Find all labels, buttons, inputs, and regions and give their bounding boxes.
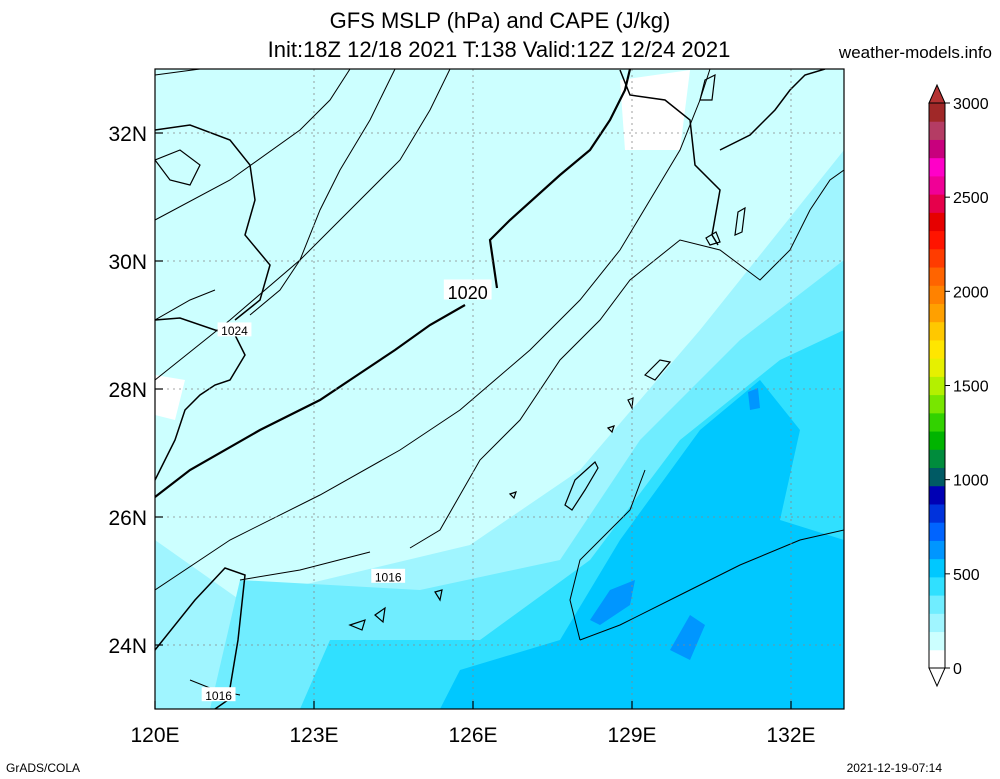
coastline-china-north [155, 124, 271, 321]
colorbar-label: 2500 [953, 190, 989, 207]
colorbar-max-arrow [928, 83, 946, 104]
isobar-1020 [488, 69, 632, 289]
axis-ticks: 120E 123E 126E 129E 132E 24N 26N 28N 30N 32N [108, 123, 815, 747]
isobar-label-bg [443, 279, 492, 300]
colorbar-segment [929, 103, 945, 122]
cape-field-500 [670, 615, 705, 660]
colorbar-segment [929, 139, 945, 159]
chart-subtitle: Init:18Z 12/18 2021 T:138 Valid:12Z 12/2… [267, 37, 731, 62]
colorbar-segment [929, 157, 945, 177]
chart-title: GFS MSLP (hPa) and CAPE (J/kg) [329, 8, 671, 33]
coastline-amami [643, 359, 672, 381]
colorbar-segment [929, 121, 945, 140]
cape-field-400 [440, 380, 844, 709]
coastline-sakishima [348, 589, 443, 631]
coastline-okinawa [564, 461, 599, 511]
colorbar-segment [929, 175, 945, 195]
colorbar-segment [929, 649, 945, 669]
colorbar-segment [929, 212, 945, 232]
colorbar-segment [929, 576, 945, 596]
colorbar-segment [929, 376, 945, 396]
isobar-1026 [155, 69, 201, 76]
lon-tick-label: 129E [607, 724, 656, 747]
isobar-label: 1024 [221, 324, 248, 338]
map-area: 1020 1024 1016 1016 [155, 69, 844, 709]
cape-field-500 [590, 580, 635, 625]
isobar-labels: 1020 1024 1016 1016 [201, 279, 492, 703]
isobar-1018 [155, 69, 711, 591]
isobar-label-bg [371, 568, 406, 583]
colorbar-segment [929, 303, 945, 323]
isobar-label: 1016 [205, 689, 232, 703]
isobar-1016 [239, 551, 371, 581]
colorbar-segment [929, 194, 945, 213]
colorbar-segment [929, 631, 945, 651]
colorbar-segment [929, 485, 945, 505]
colorbar-segment [929, 230, 945, 250]
lat-tick-label: 26N [108, 507, 147, 530]
lat-tick-label: 30N [108, 251, 147, 274]
coastline-kyushu [619, 69, 721, 246]
footer-grads: GrADS/COLA [6, 761, 81, 775]
cape-field-500 [748, 388, 760, 410]
coastline-shikoku [719, 69, 826, 151]
colorbar-label: 500 [953, 567, 980, 584]
isobar-1014 [569, 469, 646, 641]
colorbar-label: 1500 [953, 379, 989, 396]
colorbar-label: 1000 [953, 473, 989, 490]
lon-tick-label: 120E [130, 724, 179, 747]
colorbar: 0 500 1000 1500 2000 2500 3000 [928, 83, 989, 688]
colorbar-segment [929, 412, 945, 432]
colorbar-segment [929, 540, 945, 560]
coastline-estuary [155, 149, 201, 186]
lon-tick-label: 126E [448, 724, 497, 747]
cape-field-low [620, 70, 690, 150]
isobar-1022 [155, 69, 451, 381]
colorbar-segment [929, 613, 945, 633]
lat-tick-label: 28N [108, 379, 147, 402]
cape-field-low [155, 375, 185, 420]
isobar-1024 [249, 69, 396, 316]
lat-tick-label: 24N [108, 635, 147, 658]
isobar-1014 [579, 529, 844, 641]
colorbar-segment [929, 522, 945, 541]
colorbar-segment [929, 248, 945, 268]
graticule [155, 69, 844, 709]
coastline-yakushima [705, 231, 721, 246]
lon-tick-label: 132E [766, 724, 815, 747]
colorbar-segment [929, 595, 945, 614]
isobar-label-bg [201, 687, 236, 702]
lon-tick-label: 123E [289, 724, 338, 747]
coastline-island [699, 73, 716, 101]
isobar-1024 [155, 289, 216, 321]
coastline-china [155, 317, 246, 481]
coastline-small-islands [508, 397, 634, 500]
colorbar-segment [929, 558, 945, 578]
isobar-1016 [409, 169, 844, 549]
colorbar-label: 2000 [953, 284, 989, 301]
colorbar-segment [929, 358, 945, 377]
colorbar-segment [929, 321, 945, 341]
colorbar-segment [929, 431, 945, 450]
site-credit: weather-models.info [838, 43, 992, 62]
lat-tick-label: 32N [108, 123, 147, 146]
isobar-label-bg [217, 322, 252, 337]
isobar-label: 1016 [375, 571, 402, 585]
colorbar-segment [929, 285, 945, 304]
isobar-label: 1020 [448, 283, 488, 303]
isobar-1022 [155, 69, 351, 221]
isobar-1020 [155, 304, 466, 498]
colorbar-segment [929, 467, 945, 487]
footer-timestamp: 2021-12-19-07:14 [846, 761, 942, 775]
colorbar-segment [929, 339, 945, 359]
colorbar-segment [929, 394, 945, 414]
colorbar-segment [929, 267, 945, 286]
colorbar-segment [929, 503, 945, 523]
coastline-tanegashima [734, 206, 746, 236]
colorbar-min-arrow [928, 667, 946, 688]
colorbar-label: 3000 [953, 96, 989, 113]
colorbar-segment [929, 449, 945, 469]
colorbar-label: 0 [953, 661, 962, 678]
